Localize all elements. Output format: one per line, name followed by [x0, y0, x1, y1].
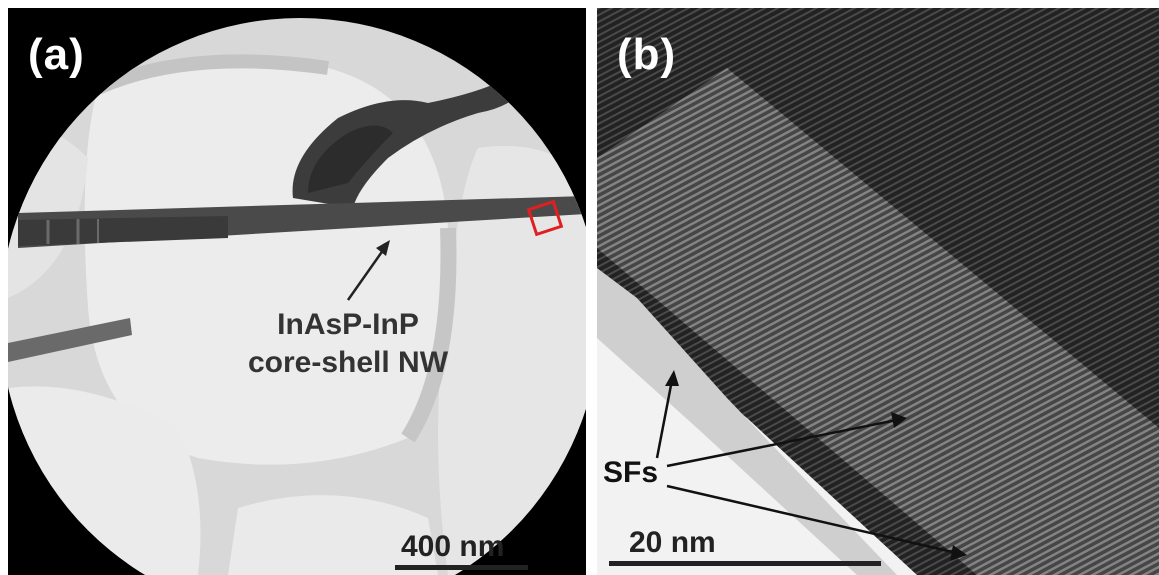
- panel-b-label: (b): [617, 30, 677, 79]
- nanowire-annotation-line2: core-shell NW: [247, 346, 449, 379]
- scale-bar-label-a: 400 nm: [401, 530, 505, 563]
- highlight-box: [526, 199, 564, 237]
- panel-a-label: (a): [28, 30, 85, 79]
- scale-bar-a: [395, 565, 528, 570]
- scale-bar-label-b: 20 nm: [629, 526, 716, 559]
- nanowire-annotation: InAsP-InP core-shell NW: [203, 306, 493, 382]
- panel-a-micrograph: [8, 8, 586, 575]
- panel-b-hrtem: (b) SFs 20 nm: [597, 8, 1159, 575]
- stacking-faults-annotation: SFs: [603, 456, 659, 489]
- panel-a-tem-overview: (a) InAsP-InP core-shell NW 400 nm: [8, 8, 586, 575]
- panel-b-micrograph: [597, 8, 1159, 575]
- sf-arrow-1: [655, 379, 674, 459]
- nanowire-annotation-line1: InAsP-InP: [277, 308, 419, 341]
- sf-arrow-3: [666, 484, 958, 555]
- nw-arrow: [346, 245, 388, 301]
- scale-bar-b: [609, 561, 881, 566]
- sf-arrow-2: [666, 418, 898, 468]
